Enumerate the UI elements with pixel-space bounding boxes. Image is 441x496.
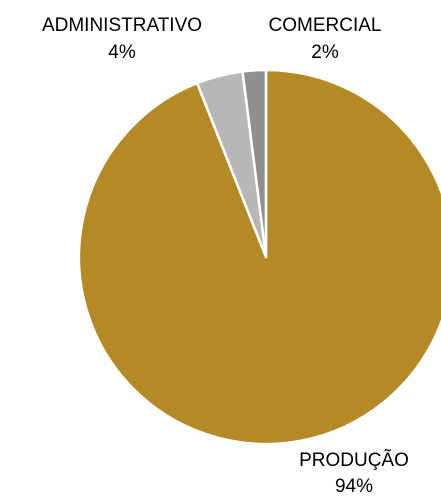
pie-slice-producao	[77, 68, 441, 446]
slice-label-administrativo-name: ADMINISTRATIVO	[42, 15, 202, 36]
slice-label-producao-name: PRODUÇÃO	[299, 449, 409, 471]
slice-label-comercial-name: COMERCIAL	[269, 15, 382, 36]
pie-slice-comercial	[241, 68, 268, 259]
slice-label-administrativo-value: 4%	[108, 42, 136, 63]
slice-label-comercial-value: 2%	[311, 42, 339, 63]
pie-slices	[77, 68, 441, 446]
slice-label-producao-value: 94%	[335, 476, 373, 496]
